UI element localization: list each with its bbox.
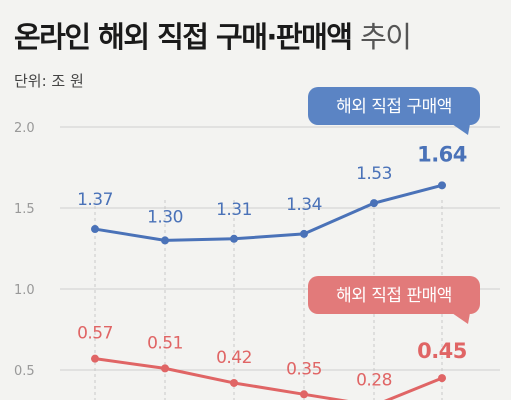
- series-line: [93, 357, 444, 400]
- series-line: [93, 183, 444, 242]
- legend-badge-pointer: [452, 124, 470, 135]
- legend-badge: [308, 276, 480, 314]
- data-label: 0.51: [147, 333, 183, 353]
- chart-title: 온라인 해외 직접 구매·판매액 추이: [14, 14, 412, 56]
- data-label: 1.37: [77, 190, 113, 210]
- data-label: 0.45: [417, 339, 467, 363]
- data-label: 1.64: [417, 142, 467, 166]
- unit-label: 단위: 조 원: [14, 72, 84, 90]
- y-tick-label: 1.5: [14, 202, 35, 217]
- data-point: [300, 229, 308, 238]
- legend-label: 해외 직접 판매액: [336, 286, 452, 306]
- data-point: [370, 199, 378, 208]
- data-point: [438, 181, 446, 190]
- legend-badge: [308, 87, 480, 125]
- data-label: 1.31: [216, 200, 252, 220]
- data-label: 0.42: [216, 348, 252, 368]
- data-point: [161, 236, 169, 245]
- data-label: 1.34: [286, 195, 322, 215]
- data-point: [91, 225, 99, 234]
- y-tick-label: 0.5: [14, 364, 35, 379]
- legend-label: 해외 직접 구매액: [336, 97, 452, 117]
- data-label: 0.57: [77, 324, 113, 344]
- legend-badge-pointer: [452, 313, 470, 324]
- data-point: [91, 354, 99, 363]
- data-point: [230, 378, 238, 387]
- chart-title-main: 온라인 해외 직접 구매·판매액: [14, 20, 353, 54]
- data-point: [438, 374, 446, 383]
- y-tick-label: 2.0: [14, 121, 35, 136]
- data-point: [230, 234, 238, 243]
- y-tick-label: 1.0: [14, 283, 35, 298]
- data-label: 1.53: [356, 164, 392, 184]
- data-label: 0.35: [286, 359, 322, 379]
- data-point: [161, 364, 169, 373]
- data-point: [300, 390, 308, 399]
- data-label: 1.30: [147, 207, 183, 227]
- data-label: 0.28: [356, 371, 392, 391]
- chart-title-suffix: 추이: [360, 20, 412, 54]
